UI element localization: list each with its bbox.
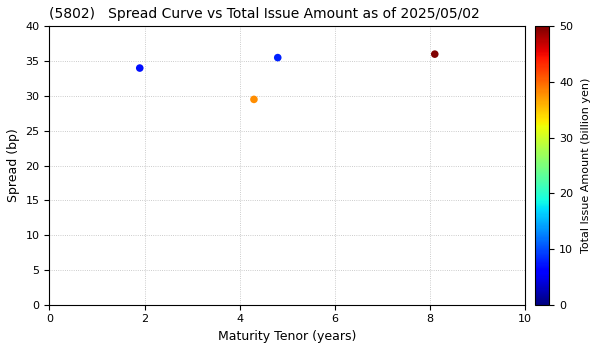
Point xyxy=(430,51,440,57)
Text: (5802)   Spread Curve vs Total Issue Amount as of 2025/05/02: (5802) Spread Curve vs Total Issue Amoun… xyxy=(49,7,480,21)
Point xyxy=(135,65,145,71)
Point xyxy=(249,97,259,102)
Y-axis label: Spread (bp): Spread (bp) xyxy=(7,129,20,202)
Point xyxy=(273,55,283,61)
X-axis label: Maturity Tenor (years): Maturity Tenor (years) xyxy=(218,330,356,343)
Y-axis label: Total Issue Amount (billion yen): Total Issue Amount (billion yen) xyxy=(581,78,592,253)
